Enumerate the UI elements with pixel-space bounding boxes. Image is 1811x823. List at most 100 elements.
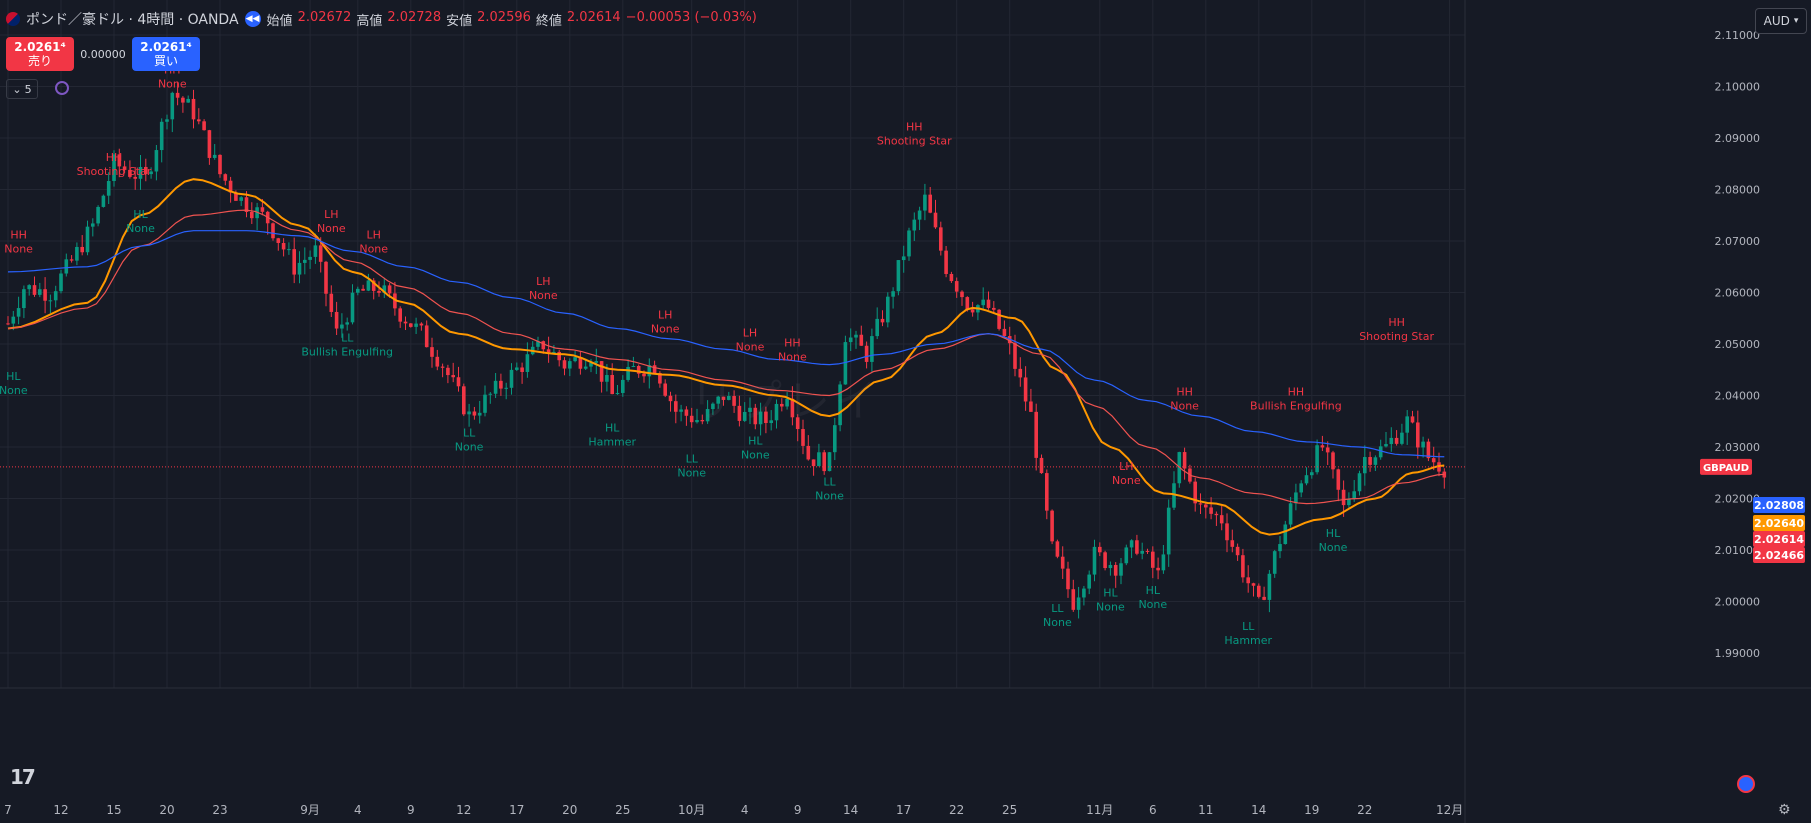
indicator-status-icon[interactable] — [55, 81, 69, 95]
candle-body — [780, 403, 784, 407]
candle-body — [159, 121, 164, 151]
swing-label: Hammer — [588, 436, 636, 449]
candle-body — [239, 197, 243, 201]
candle-body — [334, 311, 339, 329]
candle-body — [218, 154, 222, 175]
moving-average-line — [7, 209, 1445, 505]
candle-body — [515, 367, 519, 370]
candle-body — [742, 411, 747, 421]
swing-label: LH — [658, 308, 672, 321]
candle-body — [658, 373, 662, 384]
candle-body — [414, 323, 418, 327]
indicators-toggle[interactable]: ⌄ 5 — [6, 79, 38, 99]
swing-label: None — [4, 242, 33, 255]
swing-label: HH — [784, 337, 801, 350]
swing-label: None — [529, 289, 558, 302]
candle-body — [250, 211, 254, 219]
candle-body — [928, 194, 932, 213]
candle-body — [1023, 377, 1028, 402]
candle-body — [1257, 585, 1261, 597]
swing-label: HL — [1146, 584, 1161, 597]
candle-body — [562, 360, 567, 369]
candle-body — [827, 452, 832, 472]
y-tick-label: 2.09000 — [1715, 132, 1761, 145]
price-tag-box — [1753, 531, 1805, 547]
gear-icon[interactable]: ⚙ — [1778, 802, 1791, 818]
candle-body — [992, 307, 996, 310]
candle-body — [356, 288, 360, 293]
candle-body — [944, 250, 948, 274]
swing-label: None — [455, 441, 484, 454]
candle-body — [954, 281, 959, 292]
x-tick-label: 11 — [1198, 803, 1213, 817]
candle-body — [1087, 574, 1091, 589]
candle-body — [1140, 550, 1144, 554]
candle-body — [1219, 515, 1224, 524]
candle-body — [1410, 416, 1415, 423]
currency-value: AUD — [1763, 14, 1790, 28]
candle-body — [854, 334, 858, 338]
buy-button[interactable]: 2.0261⁴ 買い — [132, 37, 200, 71]
candle-body — [499, 380, 503, 389]
swing-label: None — [158, 78, 187, 91]
candle-body — [1045, 473, 1049, 511]
candle-body — [430, 347, 434, 357]
candle-body — [1378, 446, 1383, 458]
candle-body — [1325, 447, 1330, 453]
candle-body — [1251, 583, 1256, 586]
candle-body — [880, 318, 885, 323]
swing-label: LL — [1051, 602, 1064, 615]
candle-body — [811, 459, 816, 467]
candle-body — [732, 396, 736, 406]
candle-body — [599, 361, 604, 382]
candle-body — [276, 238, 281, 243]
swing-label: None — [736, 340, 765, 353]
candle-body — [875, 318, 879, 337]
candle-body — [197, 119, 201, 122]
candle-body — [833, 425, 837, 453]
account-icon[interactable] — [1737, 775, 1755, 793]
candle-body — [663, 383, 667, 396]
swing-label: LH — [366, 228, 380, 241]
candle-body — [1071, 589, 1076, 610]
candle-body — [986, 299, 991, 308]
swing-label: HL — [748, 434, 763, 447]
tradingview-logo-icon[interactable]: 17 — [10, 765, 36, 789]
candle-body — [80, 246, 84, 253]
swing-label: Shooting Star — [1359, 330, 1434, 343]
candle-body — [144, 166, 148, 175]
candle-body — [32, 285, 37, 295]
candle-body — [1193, 481, 1197, 504]
candle-body — [1400, 432, 1404, 444]
candle-body — [175, 92, 180, 98]
candle-body — [387, 285, 392, 294]
replay-watermark: リプレイ — [690, 376, 882, 427]
y-tick-label: 2.04000 — [1715, 390, 1761, 403]
symbol-title[interactable]: ポンド／豪ドル · 4時間 · OANDA — [26, 12, 239, 28]
moving-average-line — [7, 178, 1445, 536]
candle-body — [960, 291, 964, 298]
candle-body — [1315, 445, 1319, 473]
replay-icon[interactable]: ◀◀ — [244, 11, 261, 27]
swing-label: LH — [324, 208, 338, 221]
candle-body — [38, 289, 42, 295]
candle-body — [223, 174, 228, 181]
candle-body — [308, 256, 312, 260]
candle-body — [1310, 472, 1314, 476]
swing-label: None — [677, 466, 706, 479]
candle-body — [1225, 523, 1229, 541]
candle-body — [801, 429, 805, 446]
swing-label: HL — [1326, 527, 1341, 540]
candle-body — [27, 285, 31, 290]
candle-body — [1172, 483, 1176, 508]
candle-body — [1336, 469, 1341, 490]
candle-body — [806, 445, 811, 460]
candle-body — [568, 361, 572, 369]
swing-label: HH — [106, 151, 123, 164]
currency-selector[interactable]: AUD ▾ — [1755, 8, 1807, 34]
sell-button[interactable]: 2.0261⁴ 売り — [6, 37, 74, 71]
candle-body — [186, 98, 190, 103]
candle-body — [1156, 567, 1160, 571]
swing-label: LL — [463, 427, 476, 440]
